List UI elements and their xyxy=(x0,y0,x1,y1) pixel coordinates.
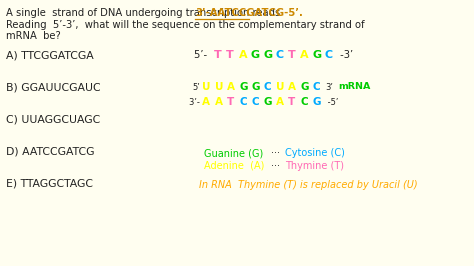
Text: A: A xyxy=(202,97,210,107)
Text: G: G xyxy=(251,50,260,60)
Text: 3’-AATCCGATCG-5’.: 3’-AATCCGATCG-5’. xyxy=(195,8,303,18)
Text: 5’: 5’ xyxy=(192,83,200,92)
Text: -5’: -5’ xyxy=(325,98,338,107)
Text: Adenine  (A): Adenine (A) xyxy=(204,161,264,171)
Text: C: C xyxy=(275,50,283,60)
Text: Guanine (G): Guanine (G) xyxy=(204,148,264,158)
Text: 3’-: 3’- xyxy=(190,98,203,107)
Text: A: A xyxy=(300,50,309,60)
Text: G: G xyxy=(264,97,272,107)
Text: C) UUAGGCUAGC: C) UUAGGCUAGC xyxy=(6,114,100,124)
Text: G: G xyxy=(263,50,272,60)
Text: Cytosine (C): Cytosine (C) xyxy=(285,148,345,158)
Text: Thymine (T): Thymine (T) xyxy=(285,161,344,171)
Text: T: T xyxy=(227,97,234,107)
Text: C: C xyxy=(264,82,271,92)
Text: B) GGAUUCGAUC: B) GGAUUCGAUC xyxy=(6,82,100,92)
Text: C: C xyxy=(313,82,320,92)
Text: mRNA: mRNA xyxy=(338,82,370,91)
Text: -3’: -3’ xyxy=(337,50,353,60)
Text: 5’-: 5’- xyxy=(194,50,210,60)
Text: A: A xyxy=(238,50,247,60)
Text: U: U xyxy=(202,82,211,92)
Text: C: C xyxy=(239,97,246,107)
Text: mRNA  be?: mRNA be? xyxy=(6,31,61,41)
Text: G: G xyxy=(301,82,309,92)
Text: ···: ··· xyxy=(271,161,280,171)
Text: G: G xyxy=(313,97,321,107)
Text: Reading  5’-3’,  what will the sequence on the complementary strand of: Reading 5’-3’, what will the sequence on… xyxy=(6,20,365,30)
Text: E) TTAGGCTAGC: E) TTAGGCTAGC xyxy=(6,178,93,188)
Text: A: A xyxy=(288,82,296,92)
Text: A: A xyxy=(227,82,235,92)
Text: A: A xyxy=(215,97,222,107)
Text: G: G xyxy=(312,50,321,60)
Text: ···: ··· xyxy=(271,148,280,158)
Text: U: U xyxy=(276,82,284,92)
Text: A) TTCGGATCGA: A) TTCGGATCGA xyxy=(6,50,94,60)
Text: G: G xyxy=(239,82,247,92)
Text: T: T xyxy=(214,50,222,60)
Text: T: T xyxy=(288,97,295,107)
Text: G: G xyxy=(251,82,260,92)
Text: D) AATCCGATCG: D) AATCCGATCG xyxy=(6,146,94,156)
Text: A single  strand of DNA undergoing transcription reads: A single strand of DNA undergoing transc… xyxy=(6,8,286,18)
Text: C: C xyxy=(251,97,259,107)
Text: C: C xyxy=(325,50,333,60)
Text: T: T xyxy=(226,50,234,60)
Text: U: U xyxy=(215,82,223,92)
Text: 3’: 3’ xyxy=(325,83,333,92)
Text: T: T xyxy=(288,50,295,60)
Text: C: C xyxy=(301,97,308,107)
Text: In RNA  Thymine (T) is replaced by Uracil (U): In RNA Thymine (T) is replaced by Uracil… xyxy=(199,180,418,190)
Text: A: A xyxy=(276,97,284,107)
